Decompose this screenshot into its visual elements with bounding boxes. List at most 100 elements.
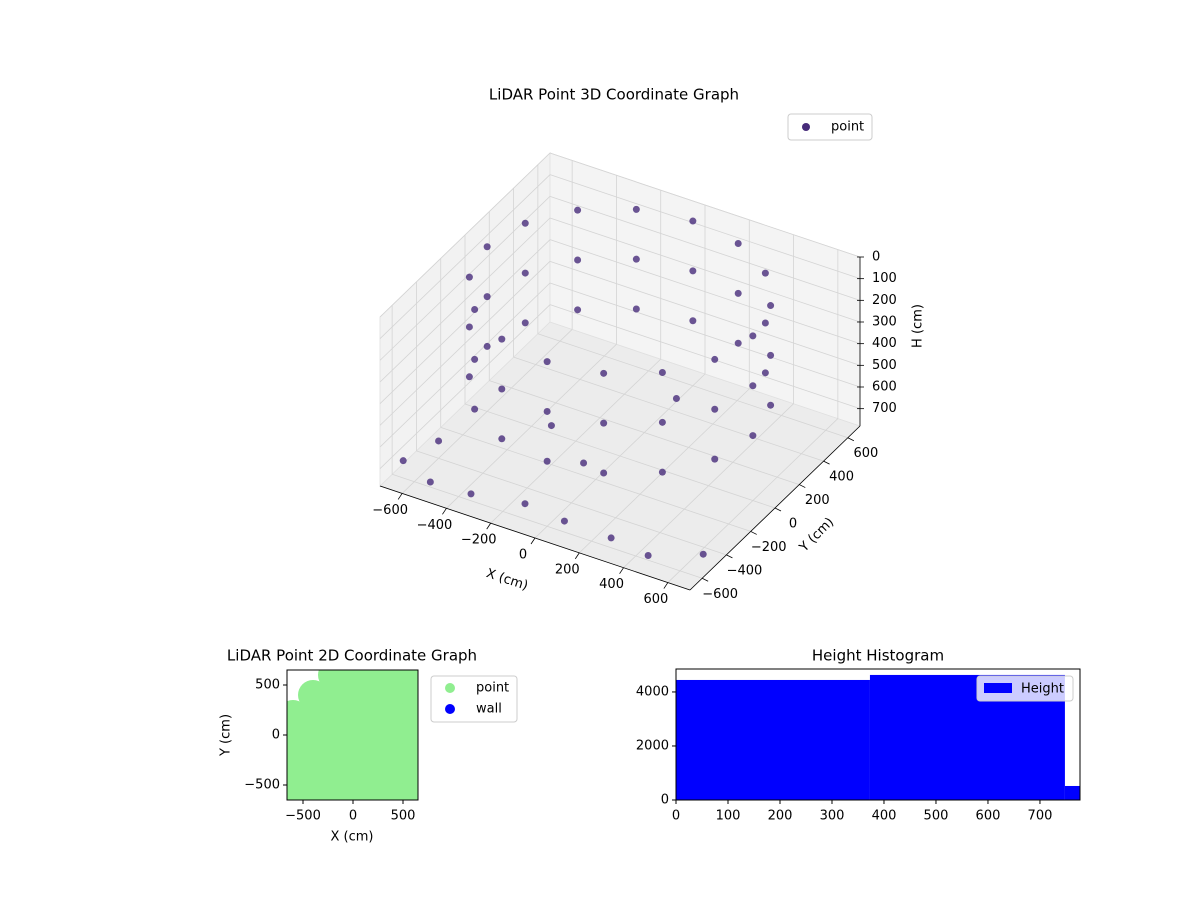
point — [498, 385, 506, 393]
point — [435, 437, 443, 445]
z-tick-label: 100 — [872, 271, 897, 286]
grid-line — [549, 174, 861, 280]
point — [547, 422, 555, 430]
x-tick-label: −400 — [417, 518, 453, 533]
chart-title: LiDAR Point 3D Coordinate Graph — [489, 86, 739, 104]
y-tick-label: 400 — [829, 470, 854, 485]
tick-mark — [726, 554, 733, 559]
tick-mark — [574, 552, 580, 560]
tick-mark — [486, 522, 492, 530]
point — [711, 455, 719, 463]
point — [498, 435, 506, 443]
grid-line — [549, 239, 861, 345]
x-tick-label: −200 — [461, 533, 497, 548]
point — [465, 273, 473, 281]
point — [580, 459, 588, 467]
point — [574, 256, 582, 264]
legend-box — [976, 675, 1074, 702]
point — [761, 319, 769, 327]
grid-line — [379, 261, 551, 426]
x-tick-label: −500 — [285, 809, 321, 824]
x-tick-label: 500 — [924, 809, 949, 824]
point — [521, 319, 529, 327]
tick-mark — [847, 437, 855, 442]
z-tick-label: 0 — [872, 250, 880, 265]
chart-title: Height Histogram — [812, 647, 944, 665]
grid-line — [440, 427, 751, 532]
point — [521, 500, 529, 508]
grid-line — [537, 333, 848, 439]
point — [543, 457, 551, 465]
grid-line — [379, 152, 551, 318]
x-axis-label: X (cm) — [331, 830, 374, 845]
point — [734, 289, 742, 297]
x-tick-label: 0 — [672, 809, 680, 824]
point — [600, 469, 608, 477]
x-tick-label: 0 — [519, 548, 527, 563]
tick-mark — [530, 537, 536, 545]
point — [467, 490, 475, 498]
legend-marker — [445, 683, 455, 693]
y-tick-label: 200 — [805, 493, 830, 508]
point — [521, 269, 529, 277]
point — [658, 418, 666, 426]
z-tick-label: 600 — [872, 380, 897, 395]
point — [711, 355, 719, 363]
point — [711, 405, 719, 413]
tick-mark — [442, 508, 447, 515]
grid-line — [549, 282, 861, 388]
x-tick-label: −600 — [372, 503, 408, 518]
tick-mark — [750, 531, 757, 535]
point — [734, 240, 742, 248]
point — [471, 355, 479, 363]
tick-mark — [397, 493, 403, 500]
tick-mark — [663, 582, 669, 589]
x-tick-label: 400 — [872, 809, 897, 824]
grid-line — [489, 380, 800, 485]
legend-marker — [802, 123, 810, 131]
point — [465, 323, 473, 331]
point — [749, 432, 757, 440]
point — [767, 351, 775, 359]
point — [543, 358, 551, 366]
grid-line — [379, 282, 551, 448]
point — [465, 373, 473, 381]
point — [767, 302, 775, 310]
point — [471, 405, 479, 413]
bar — [676, 679, 870, 800]
y-tick-label: 500 — [255, 678, 280, 693]
grid-line — [392, 473, 703, 579]
point — [574, 206, 582, 214]
point — [699, 550, 707, 558]
plot-frame — [675, 668, 1081, 801]
point — [761, 369, 769, 377]
point — [560, 517, 568, 525]
point — [689, 217, 697, 225]
bar — [1064, 785, 1080, 800]
point — [672, 394, 680, 402]
x-tick-label: 600 — [976, 809, 1001, 824]
y-tick-label: 600 — [853, 446, 878, 461]
point — [734, 339, 742, 347]
y-axis-line — [689, 425, 861, 591]
x-tick-label: 700 — [1028, 809, 1053, 824]
point — [398, 780, 418, 800]
tick-mark — [701, 577, 709, 582]
point — [767, 401, 775, 409]
legend-label: point — [831, 120, 864, 135]
z-axis-label: H (cm) — [911, 304, 926, 348]
y-tick-label: −400 — [727, 563, 763, 578]
x-tick-label: 200 — [768, 809, 793, 824]
tick-mark — [799, 484, 806, 488]
point — [632, 205, 640, 213]
x-tick-label: 400 — [599, 577, 624, 592]
grid-line — [379, 304, 551, 469]
legend-marker — [984, 683, 1012, 693]
grid-line — [379, 196, 551, 361]
x-tick-label: 100 — [716, 809, 741, 824]
grid-line — [549, 195, 861, 301]
point — [426, 478, 434, 486]
point — [607, 534, 615, 542]
y-tick-label: 2000 — [636, 738, 669, 753]
point — [644, 551, 652, 559]
